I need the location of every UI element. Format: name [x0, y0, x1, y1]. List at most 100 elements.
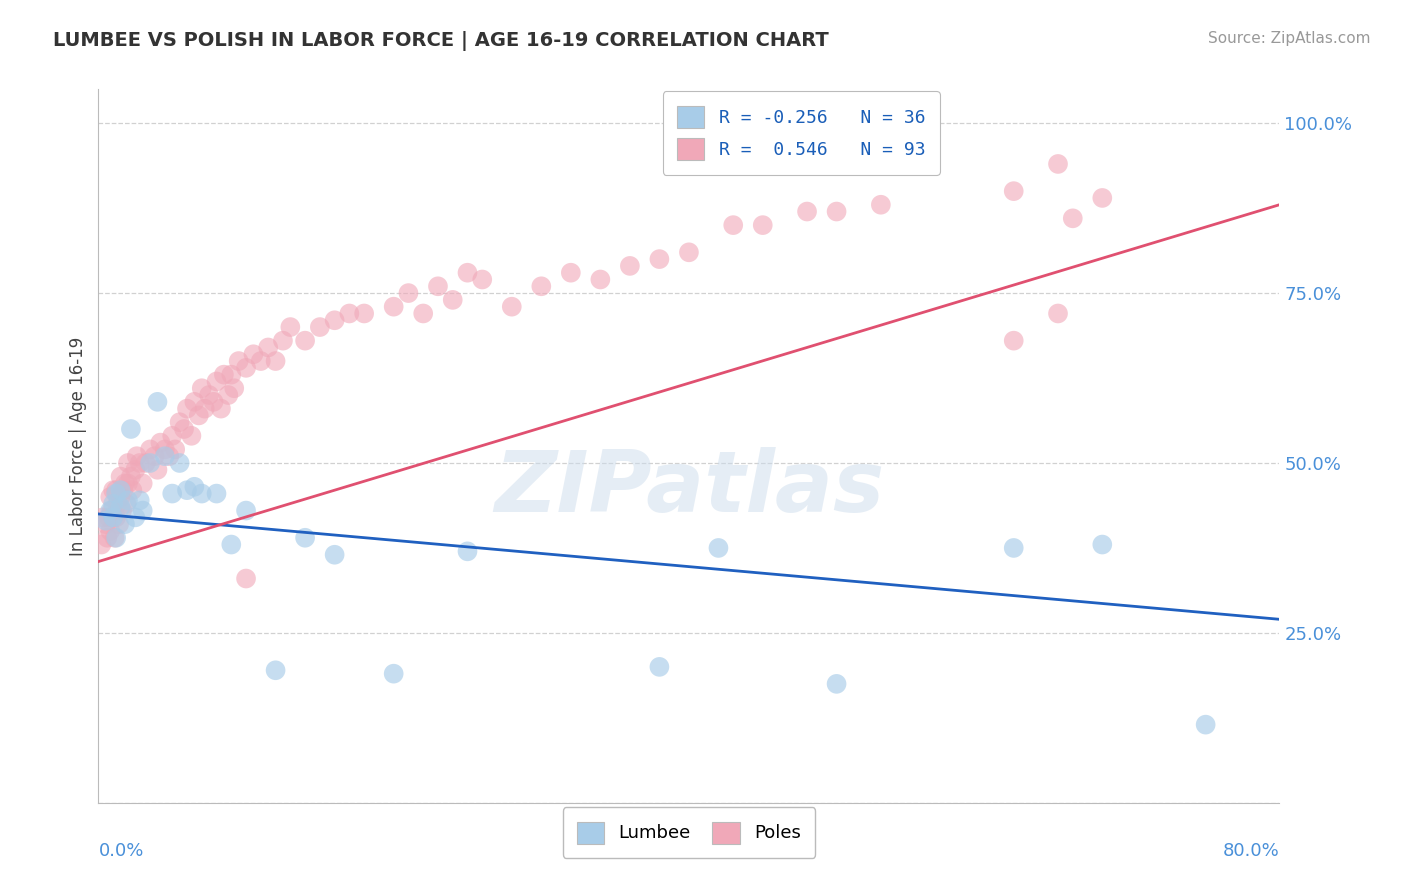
Point [169, 415, 191, 429]
Point [124, 510, 146, 524]
Point [194, 401, 217, 416]
Point [165, 442, 187, 457]
Point [117, 476, 139, 491]
Point [294, 531, 316, 545]
Point [212, 368, 235, 382]
Point [198, 388, 221, 402]
Point [105, 531, 128, 545]
Point [128, 456, 150, 470]
Point [441, 293, 464, 307]
Text: Source: ZipAtlas.com: Source: ZipAtlas.com [1208, 31, 1371, 46]
Point [94, 517, 117, 532]
Point [221, 537, 243, 551]
Point [205, 375, 228, 389]
Point [294, 334, 316, 348]
Point [98, 503, 121, 517]
Point [648, 660, 671, 674]
Point [264, 663, 287, 677]
Point [825, 204, 848, 219]
Point [280, 320, 302, 334]
Point [619, 259, 641, 273]
Point [94, 514, 117, 528]
Point [723, 218, 745, 232]
Point [221, 368, 243, 382]
Y-axis label: In Labor Force | Age 16-19: In Labor Force | Age 16-19 [69, 336, 87, 556]
Point [176, 401, 198, 416]
Point [412, 306, 434, 320]
Point [115, 497, 138, 511]
Point [90, 537, 112, 551]
Point [180, 429, 202, 443]
Point [117, 493, 139, 508]
Point [323, 548, 346, 562]
Point [257, 341, 280, 355]
Point [176, 483, 198, 498]
Point [153, 449, 176, 463]
Point [1195, 717, 1218, 731]
Point [128, 493, 150, 508]
Point [1046, 306, 1070, 320]
Point [100, 503, 122, 517]
Point [191, 486, 214, 500]
Point [1062, 211, 1084, 226]
Point [501, 300, 523, 314]
Point [110, 500, 132, 515]
Point [457, 266, 479, 280]
Point [139, 456, 162, 470]
Point [752, 218, 775, 232]
Text: 80.0%: 80.0% [1223, 842, 1279, 860]
Point [870, 198, 893, 212]
Point [146, 463, 169, 477]
Point [103, 497, 125, 511]
Point [353, 306, 375, 320]
Point [1002, 541, 1025, 555]
Point [143, 449, 166, 463]
Point [589, 272, 612, 286]
Point [139, 442, 162, 457]
Point [339, 306, 361, 320]
Point [205, 486, 228, 500]
Point [382, 666, 405, 681]
Point [107, 497, 129, 511]
Point [183, 480, 205, 494]
Point [162, 429, 183, 443]
Point [96, 531, 118, 545]
Text: LUMBEE VS POLISH IN LABOR FORCE | AGE 16-19 CORRELATION CHART: LUMBEE VS POLISH IN LABOR FORCE | AGE 16… [53, 31, 830, 51]
Point [103, 510, 125, 524]
Point [264, 354, 287, 368]
Point [309, 320, 332, 334]
Point [678, 245, 700, 260]
Point [132, 476, 155, 491]
Point [104, 531, 127, 545]
Point [110, 483, 132, 498]
Point [108, 517, 131, 532]
Text: ZIPatlas: ZIPatlas [494, 447, 884, 531]
Point [125, 449, 148, 463]
Point [110, 490, 132, 504]
Point [97, 510, 120, 524]
Point [157, 449, 180, 463]
Point [398, 286, 420, 301]
Point [110, 469, 132, 483]
Point [105, 483, 128, 498]
Legend: Lumbee, Poles: Lumbee, Poles [562, 807, 815, 858]
Point [120, 422, 142, 436]
Point [149, 435, 172, 450]
Point [162, 486, 183, 500]
Point [1091, 191, 1114, 205]
Point [271, 334, 294, 348]
Point [471, 272, 494, 286]
Point [217, 388, 239, 402]
Point [1002, 184, 1025, 198]
Point [648, 252, 671, 266]
Point [242, 347, 264, 361]
Point [103, 510, 125, 524]
Point [191, 381, 214, 395]
Point [135, 456, 157, 470]
Point [183, 394, 205, 409]
Point [98, 490, 121, 504]
Point [153, 442, 176, 457]
Point [114, 517, 136, 532]
Point [124, 463, 146, 477]
Point [117, 456, 139, 470]
